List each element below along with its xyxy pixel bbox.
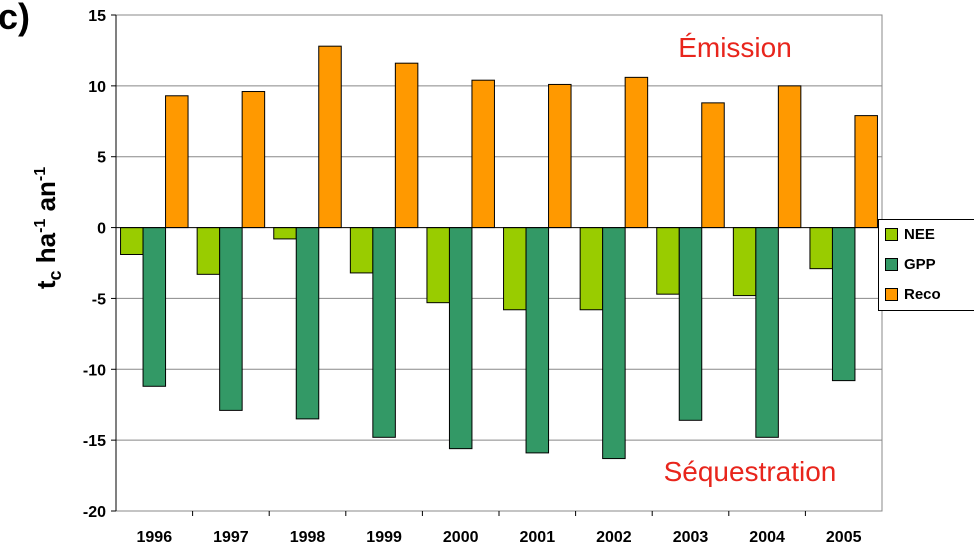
legend-item-reco: Reco <box>885 284 941 304</box>
legend: NEE GPP Reco <box>878 219 974 311</box>
emission-annotation: Émission <box>678 32 792 63</box>
x-tick-label: 2003 <box>673 529 709 546</box>
bar-nee-1996 <box>120 227 144 255</box>
bar-nee-2005 <box>809 227 833 270</box>
legend-label-reco: Reco <box>904 285 941 303</box>
bar-reco-2001 <box>548 83 572 229</box>
x-tick-label: 2000 <box>443 529 479 546</box>
x-tick-label: 1999 <box>366 529 402 546</box>
bar-nee-2001 <box>503 227 527 311</box>
bar-nee-2003 <box>656 227 680 295</box>
y-tick-label: 10 <box>88 79 106 96</box>
x-tick-label: 1997 <box>213 529 249 546</box>
bar-gpp-2001 <box>525 227 550 454</box>
sequestration-annotation: Séquestration <box>664 456 837 487</box>
bars <box>120 45 878 460</box>
y-tick-label: -15 <box>83 433 106 450</box>
y-axis-title: tc ha-1 an-1 <box>31 167 65 289</box>
bar-reco-2004 <box>777 85 802 229</box>
legend-swatch-gpp <box>885 257 898 271</box>
bar-nee-2002 <box>579 227 604 311</box>
y-tick-label: 5 <box>97 150 106 167</box>
x-tick-label: 2001 <box>520 529 556 546</box>
x-tick-label: 2002 <box>596 529 632 546</box>
y-tick-label: -10 <box>83 362 106 379</box>
bar-reco-2000 <box>471 79 495 229</box>
legend-label-nee: NEE <box>904 225 935 243</box>
panel-label: c) <box>0 0 31 37</box>
bar-gpp-2002 <box>602 227 626 460</box>
bar-reco-2003 <box>701 102 725 229</box>
bar-gpp-1997 <box>219 227 243 411</box>
bar-reco-1999 <box>394 62 419 229</box>
bar-reco-1998 <box>318 45 342 229</box>
bar-reco-2002 <box>624 76 649 229</box>
x-tick-labels: 1996 1997 1998 1999 2000 2001 2002 2003 2004 2005 <box>137 511 862 546</box>
bar-nee-2004 <box>732 227 757 297</box>
legend-item-nee: NEE <box>885 224 935 244</box>
bar-reco-1996 <box>165 95 189 229</box>
y-tick-label: -20 <box>83 504 106 521</box>
x-tick-label: 1998 <box>290 529 326 546</box>
bar-gpp-2000 <box>448 227 473 450</box>
x-tick-label: 2005 <box>826 529 862 546</box>
bar-gpp-1996 <box>142 227 167 387</box>
y-tick-label: 0 <box>97 221 106 238</box>
legend-swatch-reco <box>885 287 898 301</box>
bar-gpp-2003 <box>678 227 703 421</box>
x-tick-label: 2004 <box>749 529 785 546</box>
y-tick-labels: -20 -15 -10 -5 0 5 10 15 <box>83 8 116 521</box>
bar-nee-1997 <box>196 227 221 275</box>
y-tick-label: -5 <box>92 291 106 308</box>
bar-nee-2000 <box>426 227 450 304</box>
y-tick-label: 15 <box>88 8 106 25</box>
bar-gpp-2004 <box>755 227 779 438</box>
bar-nee-1998 <box>273 227 297 240</box>
bar-nee-1999 <box>349 227 374 274</box>
bar-gpp-1999 <box>372 227 396 438</box>
legend-swatch-nee <box>885 227 898 241</box>
legend-label-gpp: GPP <box>904 255 936 273</box>
bar-reco-2005 <box>854 115 878 229</box>
bar-gpp-2005 <box>831 227 856 382</box>
bar-reco-1997 <box>241 91 266 229</box>
x-tick-label: 1996 <box>137 529 173 546</box>
legend-item-gpp: GPP <box>885 254 936 274</box>
bar-gpp-1998 <box>295 227 320 420</box>
